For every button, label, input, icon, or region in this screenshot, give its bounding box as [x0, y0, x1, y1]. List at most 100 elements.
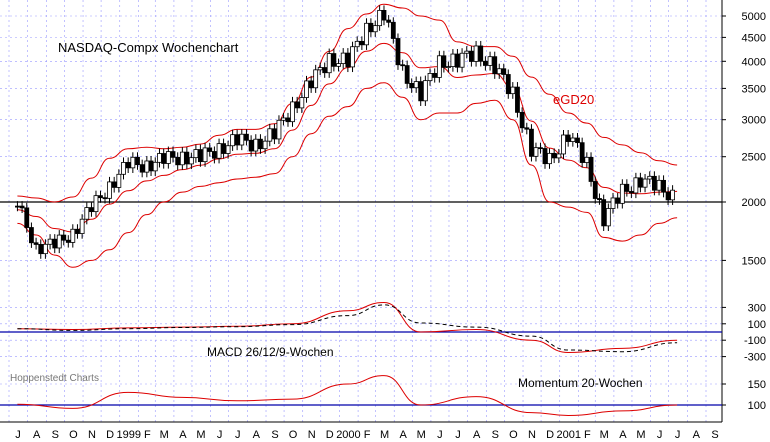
candle-body — [290, 101, 295, 123]
candle-body — [253, 138, 259, 152]
candle-body — [15, 205, 20, 208]
candle-body — [345, 52, 351, 68]
candle-body — [299, 97, 305, 109]
candle-body — [661, 179, 666, 193]
candle-body — [584, 156, 590, 163]
candle-body — [372, 25, 378, 33]
candle-body — [184, 151, 190, 165]
candle-body — [422, 80, 428, 102]
candle-body — [469, 50, 474, 62]
x-tick-label: O — [289, 429, 298, 441]
candle-body — [267, 128, 273, 142]
candle-body — [628, 191, 634, 194]
macd-tick-label: -300 — [744, 352, 766, 364]
candle-body — [615, 197, 621, 204]
candle-body — [336, 63, 341, 67]
candle-body — [70, 228, 76, 243]
candle-body — [75, 228, 80, 234]
band-label: eGD20 — [553, 92, 594, 107]
candle-body — [579, 142, 585, 163]
candle-body — [432, 73, 438, 78]
x-tick-label: A — [179, 429, 187, 441]
macd-line — [17, 301, 678, 354]
x-tick-label: S — [271, 429, 278, 441]
candle-body — [441, 55, 447, 68]
candle-body — [207, 147, 213, 152]
candle-body — [294, 101, 300, 109]
source-label: Hoppenstedt Charts — [10, 373, 99, 384]
candle-body — [234, 134, 240, 146]
candle-body — [175, 156, 181, 166]
candle-body — [565, 134, 571, 142]
price-tick-label: 5000 — [742, 11, 766, 23]
candle-body — [340, 52, 346, 64]
candle-body — [427, 73, 433, 82]
candle-body — [670, 189, 675, 201]
candle-body — [322, 67, 328, 74]
candle-body — [285, 117, 291, 123]
x-tick-label: A — [693, 429, 701, 441]
candle-body — [326, 53, 332, 74]
x-tick-label: D — [546, 429, 554, 441]
candle-body — [98, 195, 103, 199]
candle-body — [152, 161, 158, 172]
lower-band-line — [17, 82, 678, 268]
x-tick-label: A — [33, 429, 41, 441]
candle-body — [230, 134, 236, 147]
x-tick-label: M — [636, 429, 645, 441]
x-tick-label: J — [437, 429, 443, 441]
momentum-label: Momentum 20-Wochen — [518, 376, 643, 390]
candle-body — [308, 80, 314, 89]
candle-body — [637, 177, 643, 188]
price-tick-label: 2000 — [742, 197, 766, 209]
candle-body — [354, 40, 360, 48]
candle-body — [198, 149, 203, 163]
grid — [0, 0, 722, 422]
price-tick-label: 1500 — [742, 255, 766, 267]
candle-body — [377, 9, 383, 27]
candle-body — [436, 55, 442, 78]
x-tick-label: J — [455, 429, 461, 441]
candle-body — [605, 208, 611, 227]
candle-body — [304, 80, 309, 98]
chart-title: NASDAQ-Compx Wochenchart — [58, 40, 239, 55]
x-tick-label: A — [400, 429, 408, 441]
candle-body — [43, 243, 48, 255]
x-tick-label: 2000 — [336, 429, 360, 441]
candle-body — [588, 156, 594, 182]
candle-body — [651, 175, 657, 191]
candle-body — [610, 197, 616, 209]
price-tick-label: 4500 — [742, 32, 766, 44]
candle-body — [165, 151, 171, 164]
candle-body — [510, 86, 516, 95]
candle-body — [359, 40, 365, 46]
x-tick-label: J — [217, 429, 223, 441]
candle-body — [93, 195, 99, 213]
candle-body — [533, 147, 539, 157]
momentum-line — [17, 375, 678, 417]
candle-body — [450, 53, 456, 67]
candle-body — [529, 128, 534, 157]
candle-body — [29, 227, 34, 244]
x-tick-label: M — [417, 429, 426, 441]
candle-body — [390, 21, 396, 39]
candle-body — [665, 191, 671, 201]
price-tick-label: 3500 — [742, 83, 766, 95]
candle-body — [61, 234, 67, 241]
candle-body — [107, 181, 112, 199]
candle-body — [111, 181, 117, 188]
candle-body — [244, 133, 249, 141]
candle-body — [47, 238, 53, 245]
candle-body — [52, 238, 58, 249]
candle-body — [161, 153, 167, 164]
candle-body — [551, 152, 557, 159]
reference-lines — [0, 0, 723, 423]
candle-body — [418, 81, 424, 102]
x-tick-label: M — [600, 429, 609, 441]
candle-body — [642, 178, 648, 188]
x-tick-label: M — [380, 429, 389, 441]
candle-body — [258, 138, 263, 150]
candle-body — [601, 199, 607, 227]
candle-body — [125, 162, 131, 169]
